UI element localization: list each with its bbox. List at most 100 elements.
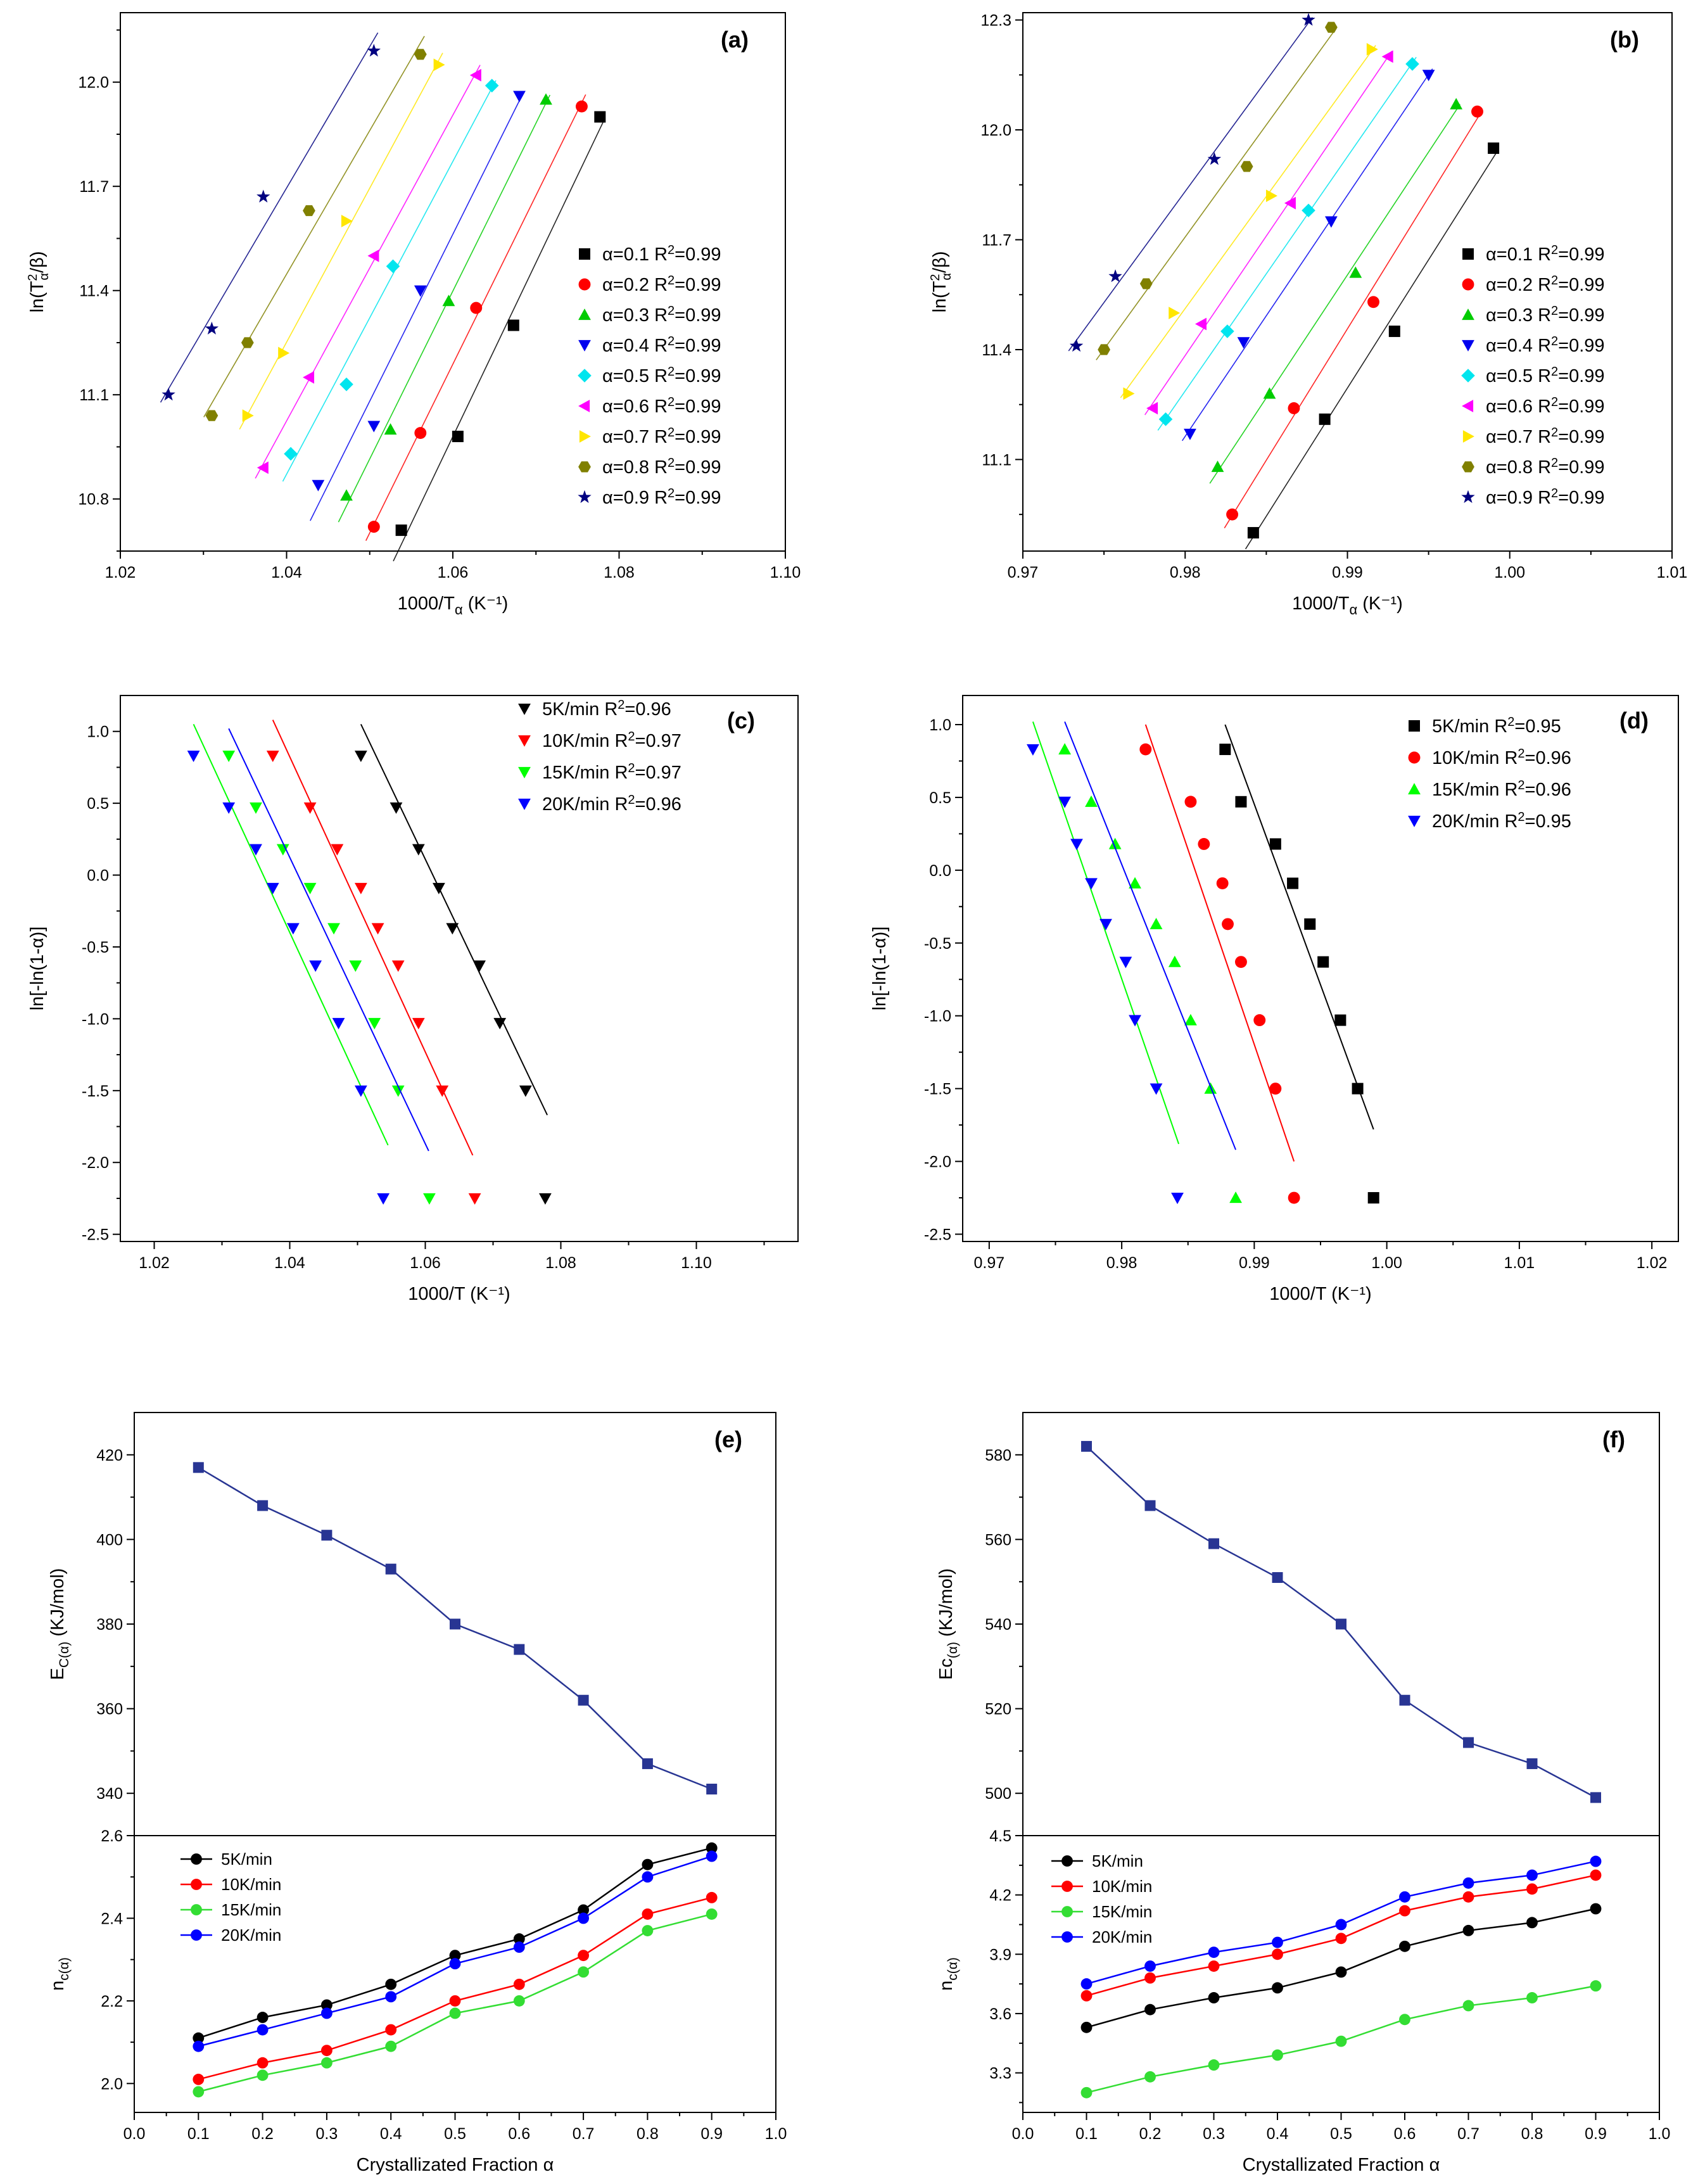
data-point-d-0-7: [1352, 1082, 1364, 1095]
data-point-f_bottom-3-3: [1272, 1936, 1283, 1948]
y-tick-label-d-0: -2.5: [924, 1226, 951, 1244]
x-tick-label-f_bottom-6: 0.6: [1394, 2125, 1416, 2143]
fit-line-d-3: [1064, 721, 1237, 1150]
x-tick-label-f_bottom-4: 0.4: [1267, 2125, 1289, 2143]
y-tick-label-a-4: 12.0: [78, 74, 109, 92]
legend-marker-a-6: [579, 430, 591, 443]
y-tick-label-f_bottom-4: 4.5: [989, 1827, 1011, 1845]
data-point-c-1-1: [303, 802, 317, 814]
data-point-c-3-3: [266, 882, 279, 894]
legend-label-a-8: α=0.9 R2=0.99: [602, 486, 721, 508]
data-point-a-6-2: [341, 215, 353, 227]
panel-c: -2.5 -2.0 -1.5 -1.0 -0.5 0.0 0.5 1.0 1.02 1.04 1.0…: [27, 695, 799, 1304]
legend-marker-d-0: [1409, 720, 1420, 732]
data-point-d-0-6: [1334, 1014, 1346, 1026]
data-point-d-3-7: [1150, 1083, 1163, 1095]
data-point-c-1-0: [266, 751, 279, 763]
series-f_bottom-0: [1080, 1903, 1602, 2033]
data-point-d-1-8: [1288, 1191, 1300, 1204]
panel-label-b: (b): [1610, 27, 1639, 53]
data-point-d-2-4: [1150, 917, 1163, 929]
data-point-e_bottom-2-5: [513, 1995, 525, 2007]
x-tick-label-b-2: 0.99: [1332, 564, 1363, 581]
data-point-a-3-1: [367, 421, 381, 433]
data-point-b-6-2: [1265, 189, 1277, 203]
x-tick-label-d-1: 0.98: [1106, 1254, 1137, 1272]
data-point-d-0-8: [1367, 1192, 1379, 1204]
data-point-a-1-3: [575, 100, 588, 113]
panel-label-e_top: (e): [714, 1426, 742, 1452]
legend-label-b-3: α=0.4 R2=0.99: [1486, 334, 1605, 356]
data-point-e_bottom-1-0: [193, 2073, 205, 2085]
fit-line-c-3: [228, 728, 429, 1152]
series-a-5: [255, 65, 481, 479]
data-point-d-1-5: [1234, 956, 1247, 968]
y-tick-label-d-1: -2.0: [924, 1153, 951, 1171]
data-point-a-5-0: [257, 461, 269, 474]
data-point-c-3-2: [250, 844, 262, 856]
y-axis-title-a: ln(T2α/β): [26, 251, 51, 312]
legend-marker-b-4: [1461, 369, 1475, 383]
data-point-f_bottom-2-3: [1272, 2049, 1283, 2061]
series-f_top-0: [1081, 1440, 1601, 1803]
series-f_bottom-3: [1080, 1855, 1602, 1990]
data-point-f_top-0-5: [1399, 1694, 1410, 1706]
data-point-f_top-0-7: [1526, 1758, 1538, 1769]
data-point-f_bottom-0-7: [1526, 1917, 1538, 1929]
legend-marker-b-5: [1462, 400, 1474, 412]
y-tick-label-d-2: -1.5: [924, 1081, 951, 1098]
data-point-f_top-0-1: [1144, 1500, 1156, 1511]
data-point-e_bottom-2-0: [193, 2086, 205, 2098]
y-tick-label-c-2: -1.5: [82, 1082, 109, 1100]
data-point-e_bottom-3-7: [642, 1871, 654, 1883]
legend-label-a-4: α=0.5 R2=0.99: [602, 365, 721, 386]
legend-e_bottom: 5K/min 10K/min 15K/min 20K/min: [181, 1850, 281, 1945]
fit-line-b-7: [1096, 29, 1336, 360]
fit-line-b-2: [1209, 104, 1461, 484]
x-tick-label-c-2: 1.06: [410, 1254, 441, 1272]
data-point-a-1-0: [367, 521, 380, 533]
series-a-8: [160, 32, 381, 403]
data-point-c-3-7: [354, 1085, 367, 1097]
x-tick-label-f_bottom-8: 0.8: [1521, 2125, 1543, 2143]
x-tick-label-c-4: 1.10: [681, 1254, 712, 1272]
data-point-f_bottom-0-0: [1080, 2021, 1093, 2033]
legend-label-c-1: 10K/min R2=0.97: [542, 730, 681, 751]
data-point-b-8-2: [1207, 152, 1222, 165]
data-point-b-3-2: [1324, 216, 1338, 228]
data-point-b-4-2: [1302, 203, 1315, 218]
y-tick-label-e_top-2: 380: [96, 1616, 123, 1634]
x-tick-label-e_bottom-3: 0.3: [316, 2125, 338, 2143]
series-e_bottom-3: [193, 1850, 718, 2052]
x-tick-label-b-4: 1.01: [1657, 564, 1688, 581]
data-point-a-2-3: [540, 93, 552, 105]
series-b-0: [1245, 142, 1500, 550]
legend-marker-c-3: [518, 798, 531, 810]
data-point-b-7-0: [1098, 344, 1111, 355]
data-point-e_bottom-3-3: [385, 1991, 397, 2003]
x-tick-label-e_bottom-1: 0.1: [187, 2125, 210, 2143]
fit-line-b-4: [1157, 56, 1417, 431]
legend-d: 5K/min R2=0.95 10K/min R2=0.96 15K/min R2=…: [1408, 715, 1571, 832]
x-tick-label-e_bottom-10: 1.0: [765, 2125, 787, 2143]
y-tick-label-a-0: 10.8: [78, 491, 109, 509]
data-point-e_bottom-0-3: [385, 1978, 397, 1990]
x-axis-title-c: 1000/T (K⁻¹): [408, 1284, 510, 1304]
fit-line-b-8: [1068, 17, 1313, 352]
x-tick-label-a-2: 1.06: [438, 564, 469, 581]
data-point-f_bottom-2-1: [1144, 2071, 1156, 2083]
y-tick-label-b-3: 12.0: [980, 122, 1011, 139]
legend-label-a-5: α=0.6 R2=0.99: [602, 395, 721, 417]
data-point-d-1-3: [1216, 877, 1229, 889]
y-tick-label-b-2: 11.7: [982, 232, 1011, 250]
panel-a: 10.8 11.1 11.4 11.7 12.0 1.02 1.04 1.06 1.08 1.10…: [26, 12, 801, 618]
data-point-e_bottom-2-6: [578, 1966, 590, 1978]
fit-line-c-0: [360, 723, 548, 1115]
data-point-a-4-3: [485, 79, 499, 92]
fit-line-a-4: [282, 80, 497, 482]
x-tick-label-d-2: 0.99: [1239, 1254, 1270, 1272]
fit-line-a-1: [365, 94, 586, 541]
x-tick-label-b-1: 0.98: [1170, 564, 1201, 581]
series-b-2: [1209, 98, 1463, 484]
data-point-a-7-2: [303, 205, 315, 217]
